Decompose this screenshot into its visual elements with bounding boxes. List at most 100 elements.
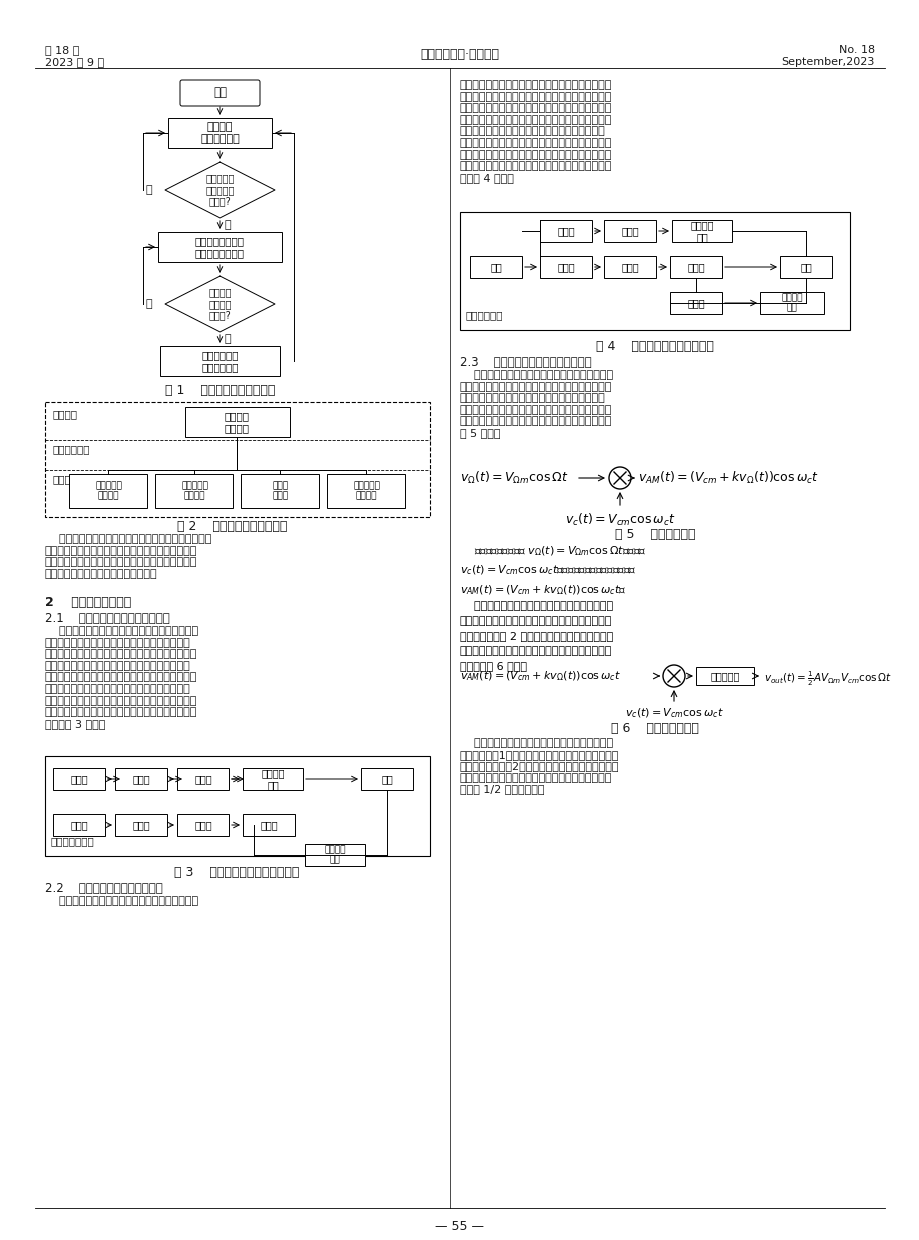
Bar [669,291,721,314]
Text: 放大器: 放大器 [132,820,150,830]
Bar [669,255,721,278]
Text: 继电器: 继电器 [194,774,211,784]
Bar [539,219,591,242]
Text: $v_\Omega(t) = V_{\Omega m}\cos\Omega t$: $v_\Omega(t) = V_{\Omega m}\cos\Omega t$ [460,470,568,486]
Text: 探测端: 探测端 [53,474,72,484]
Text: 烟雾传感器
探测模块: 烟雾传感器 探测模块 [353,481,380,501]
Text: 继电器: 继电器 [686,298,704,308]
Text: 传感器探测模块: 传感器探测模块 [51,836,95,846]
Text: 全、自然灾害、紧急事件等突发情况。安全监控系统
的按键探测模块电路会把按键的信号放大，点亮报警
灯，把监测到的突发情况信号用幅度调制的方式通过
天线发送给安全监: 全、自然灾害、紧急事件等突发情况。安全监控系统 的按键探测模块电路会把按键的信号… [460,81,612,182]
Text: 2.1    安全监控系统传感器电路设计: 2.1 安全监控系统传感器电路设计 [45,613,170,625]
Bar [779,255,831,278]
Text: 无线互联科技·软件开发: 无线互联科技·软件开发 [420,48,499,62]
Bar [360,768,413,790]
FancyBboxPatch shape [180,81,260,105]
Text: 报警灯: 报警灯 [260,820,278,830]
Bar [158,232,282,262]
Text: 安全监控
系统中心: 安全监控 系统中心 [225,412,250,433]
Text: 中心发复位信
号给探测模块: 中心发复位信 号给探测模块 [201,350,239,372]
Bar [671,219,732,242]
Text: 天线: 天线 [380,774,392,784]
Text: 继电器: 继电器 [620,262,638,272]
Text: 图 4    按键探测模块的电路结构: 图 4 按键探测模块的电路结构 [596,340,713,353]
Text: — 55 —: — 55 — [435,1220,484,1233]
Text: 2.2    安全监控系统按键电路设计: 2.2 安全监控系统按键电路设计 [45,882,163,895]
Text: 继电器: 继电器 [194,820,211,830]
Text: 按键探
测模块: 按键探 测模块 [272,481,289,501]
Text: 探测模块
监测环境信息: 探测模块 监测环境信息 [200,123,240,144]
Bar [115,768,167,790]
Text: 按键: 按键 [490,262,502,272]
Text: $v_c(t) = V_{cm}\cos\omega_c t$: $v_c(t) = V_{cm}\cos\omega_c t$ [564,512,675,528]
Bar [460,212,849,330]
Bar [327,474,405,508]
Text: 图 6    相干解调的原理: 图 6 相干解调的原理 [610,722,698,735]
Text: 图 2    安全监控系统网络结构: 图 2 安全监控系统网络结构 [176,520,287,533]
Text: 是: 是 [225,219,232,229]
Text: 继电器: 继电器 [620,226,638,236]
Text: 当安全监控系统的传感器探测模块监测到温度、
湿度、烟雾等的突发变化，传感器探测模块电路会
把传感器的信号放大，点亮报警灯，把传感器监测到
的突发情况用幅度调制的: 当安全监控系统的传感器探测模块监测到温度、 湿度、烟雾等的突发变化，传感器探测模… [45,626,198,729]
Text: No. 18: No. 18 [838,45,874,55]
Text: 图 5    幅度调制原理: 图 5 幅度调制原理 [614,528,695,541]
Bar [168,118,272,148]
Text: 2023 年 9 月: 2023 年 9 月 [45,57,104,67]
Text: 报警灯: 报警灯 [686,262,704,272]
Bar [305,844,365,866]
Bar [53,768,105,790]
Text: 安全监控系统的按键被人触碰，即提示有人身安: 安全监控系统的按键被人触碰，即提示有人身安 [45,897,198,906]
Text: 无线传输网络: 无线传输网络 [53,444,90,454]
Bar [155,474,233,508]
Text: $v_c(t) = V_{cm}\cos\omega_c t$: $v_c(t) = V_{cm}\cos\omega_c t$ [624,706,722,719]
Text: 监控中心: 监控中心 [53,409,78,419]
Text: $v_{out}(t) = \frac{1}{2}AV_{\Omega m}V_{cm}\cos\Omega t$: $v_{out}(t) = \frac{1}{2}AV_{\Omega m}V_… [763,670,891,688]
Text: 放大器: 放大器 [132,774,150,784]
Text: 安全监控系统的信号传输采用无线传输的方式，
频率调制的信号在楼宇内部不能可靠传输，因此安全
监控系统的信号传输采用幅度调制解调。在探测模
块的幅度调制电路中，设: 安全监控系统的信号传输采用无线传输的方式， 频率调制的信号在楼宇内部不能可靠传输… [460,370,612,438]
Bar [185,407,289,436]
Text: 中心通知各楼层和
相关人员解决问题: 中心通知各楼层和 相关人员解决问题 [195,236,244,258]
Text: 2.3    安全监控系统信号传输电路设计: 2.3 安全监控系统信号传输电路设计 [460,356,591,370]
Bar [470,255,521,278]
Bar [45,402,429,517]
Text: $v_{AM}(t) = (V_{cm} + kv_\Omega(t))\cos\omega_c t$: $v_{AM}(t) = (V_{cm} + kv_\Omega(t))\cos… [637,470,818,486]
Text: 放大器: 放大器 [557,226,574,236]
Text: 探测模块
报告问题
被解决?: 探测模块 报告问题 被解决? [208,288,232,321]
Text: 对调幅波信号进行相干解调后，输出信号的数学
表达式如式（1）所示，对这个输出信号滤波，得到的
低频信号是如式（2）所示的信号，这个信号就是被幅
度调制的信号，只: 对调幅波信号进行相干解调后，输出信号的数学 表达式如式（1）所示，对这个输出信号… [460,738,618,795]
Text: 天线: 天线 [800,262,811,272]
Text: 图 1    安全监控系统工作流程: 图 1 安全监控系统工作流程 [165,384,275,397]
Text: 其中，被调制信号是 $v_{\Omega}(t) = V_{\Omega m}\cos\Omega t$，载波是
$v_c(t) = V_{cm}\cos\om: 其中，被调制信号是 $v_{\Omega}(t) = V_{\Omega m}\… [460,544,646,671]
Text: 幅度调制
电路: 幅度调制 电路 [261,769,285,790]
Text: 温度传感器
探测模块: 温度传感器 探测模块 [95,481,122,501]
Bar [759,291,823,314]
Text: 低通滤波器: 低通滤波器 [709,671,739,681]
Bar [243,813,295,836]
Bar [45,756,429,856]
Text: 否: 否 [145,299,153,309]
Bar [539,255,591,278]
Text: 幅度解调
电路: 幅度解调 电路 [323,846,346,864]
Bar [70,474,147,508]
Text: 幅度调制
电路: 幅度调制 电路 [689,221,713,242]
Bar [160,346,279,376]
Bar [176,768,229,790]
Text: 2    安全监控系统设计: 2 安全监控系统设计 [45,596,131,609]
Bar [604,219,655,242]
Bar [115,813,167,836]
Text: 第 18 期: 第 18 期 [45,45,79,55]
Text: 是: 是 [225,334,232,343]
Bar [696,667,754,684]
Text: 采用双向通信的方式，信号被幅度调制后，经过天线
发送到接收端。接收端的天线收到幅度调制信号，就
解调信号，然后获得被传输的信息。探测模块可以根
据楼层的需要增加: 采用双向通信的方式，信号被幅度调制后，经过天线 发送到接收端。接收端的天线收到幅… [45,534,211,579]
Text: 中心收到探
测模块的报
警信号?: 中心收到探 测模块的报 警信号? [205,174,234,207]
Bar [243,768,302,790]
Text: 传感器: 传感器 [70,820,87,830]
Text: 放大器: 放大器 [557,262,574,272]
Text: 幅度解调
电路: 幅度解调 电路 [780,294,802,312]
Bar [53,813,105,836]
Text: September,2023: September,2023 [781,57,874,67]
Text: 开始: 开始 [213,87,227,99]
Text: 图 3    传感器探测模块的电路结构: 图 3 传感器探测模块的电路结构 [174,866,300,879]
Text: 按键探测模块: 按键探测模块 [466,310,503,320]
Text: 湿度传感器
探测模块: 湿度传感器 探测模块 [181,481,208,501]
Text: $v_{AM}(t) = (V_{cm} + kv_\Omega(t))\cos\omega_c t$: $v_{AM}(t) = (V_{cm} + kv_\Omega(t))\cos… [460,670,620,683]
Text: 否: 否 [145,185,153,195]
Bar [176,813,229,836]
